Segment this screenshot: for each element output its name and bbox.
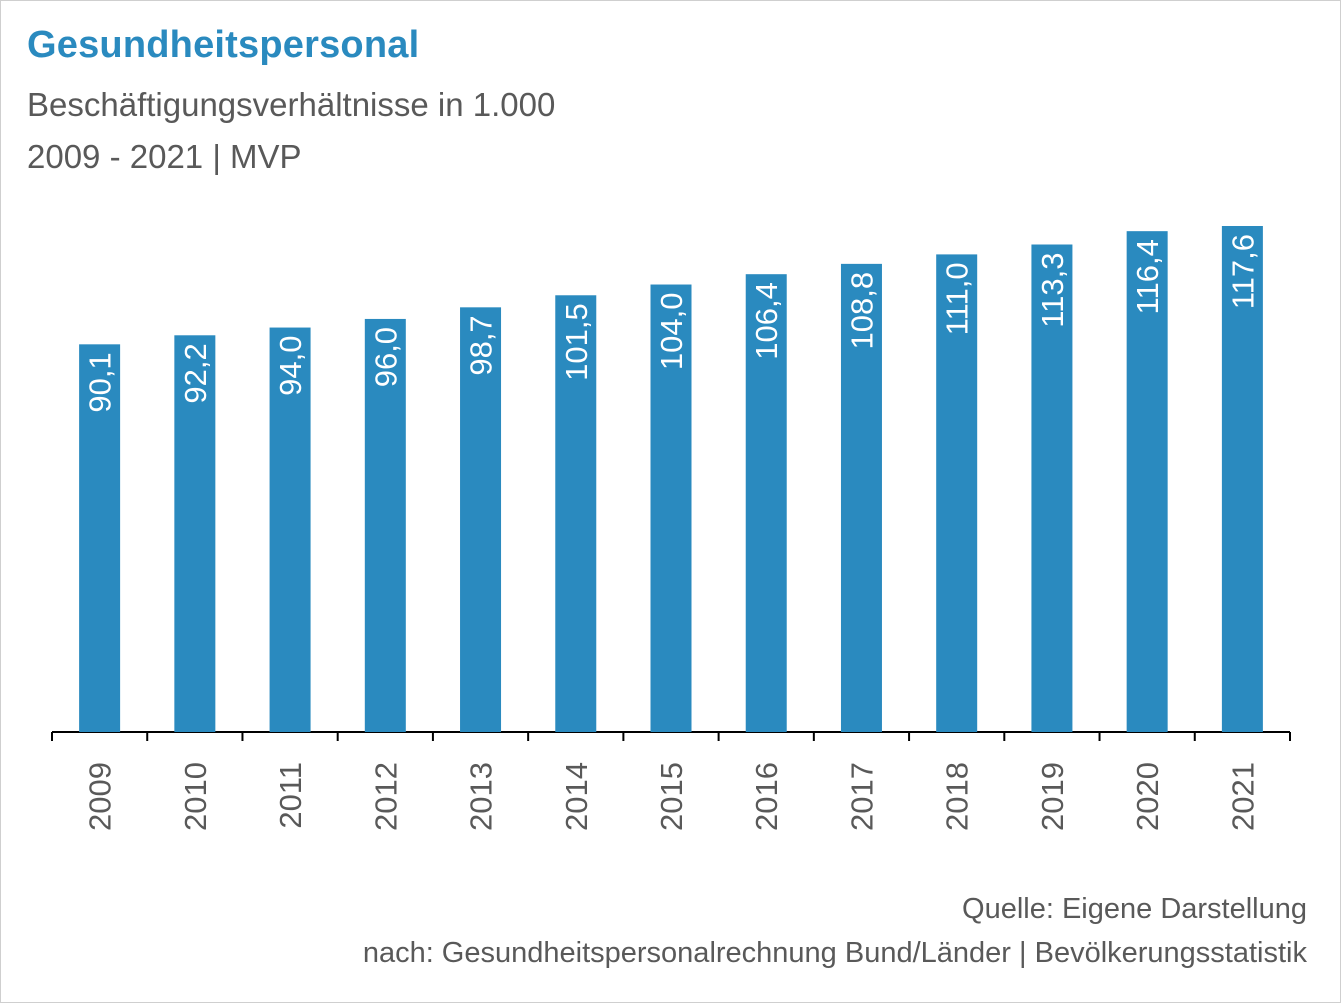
bar-value-label: 104,0	[654, 293, 689, 371]
x-tick-label: 2019	[1035, 762, 1070, 831]
bar-value-label: 90,1	[83, 352, 118, 412]
x-tick-label: 2010	[178, 762, 213, 831]
bar-value-label: 94,0	[273, 336, 308, 396]
source-note: Quelle: Eigene Darstellung	[962, 893, 1307, 925]
bar-value-label: 98,7	[464, 315, 499, 375]
x-tick-label: 2009	[83, 762, 118, 831]
bar-value-label: 96,0	[368, 327, 403, 387]
x-tick-label: 2021	[1225, 762, 1260, 831]
x-tick-label: 2017	[844, 762, 879, 831]
x-tick-label: 2014	[559, 762, 594, 831]
bar-value-label: 108,8	[844, 272, 879, 350]
bar	[555, 295, 597, 732]
chart-title: Gesundheitspersonal	[27, 24, 420, 66]
chart-period: 2009 - 2021 | MVP	[27, 138, 302, 175]
chart-subtitle: Beschäftigungsverhältnisse in 1.000	[27, 86, 556, 123]
bar-value-label: 117,6	[1225, 234, 1260, 309]
bar	[936, 254, 978, 733]
x-tick-label: 2018	[940, 762, 975, 831]
bar	[460, 307, 502, 732]
x-tick-label: 2012	[368, 762, 403, 831]
bar	[1221, 226, 1263, 732]
x-tick-label: 2020	[1130, 762, 1165, 831]
bar	[840, 263, 882, 732]
bar	[1126, 231, 1168, 732]
bar-value-label: 92,2	[178, 343, 213, 403]
bar	[174, 335, 216, 732]
bar	[650, 284, 692, 732]
bar-value-label: 106,4	[749, 282, 784, 360]
x-tick-label: 2011	[273, 762, 308, 829]
bar	[364, 318, 406, 732]
bar-value-label: 111,0	[940, 262, 975, 335]
bar-value-label: 116,4	[1130, 239, 1165, 314]
bar	[79, 344, 121, 732]
bar-value-label: 101,5	[559, 303, 594, 381]
x-tick-label: 2015	[654, 762, 689, 831]
bar	[745, 274, 787, 732]
source-detail: nach: Gesundheitspersonalrechnung Bund/L…	[362, 937, 1307, 969]
x-tick-label: 2013	[464, 762, 499, 831]
x-tick-label: 2016	[749, 762, 784, 831]
bar	[269, 327, 311, 732]
bar	[1031, 244, 1073, 732]
bar-value-label: 113,3	[1035, 253, 1070, 328]
